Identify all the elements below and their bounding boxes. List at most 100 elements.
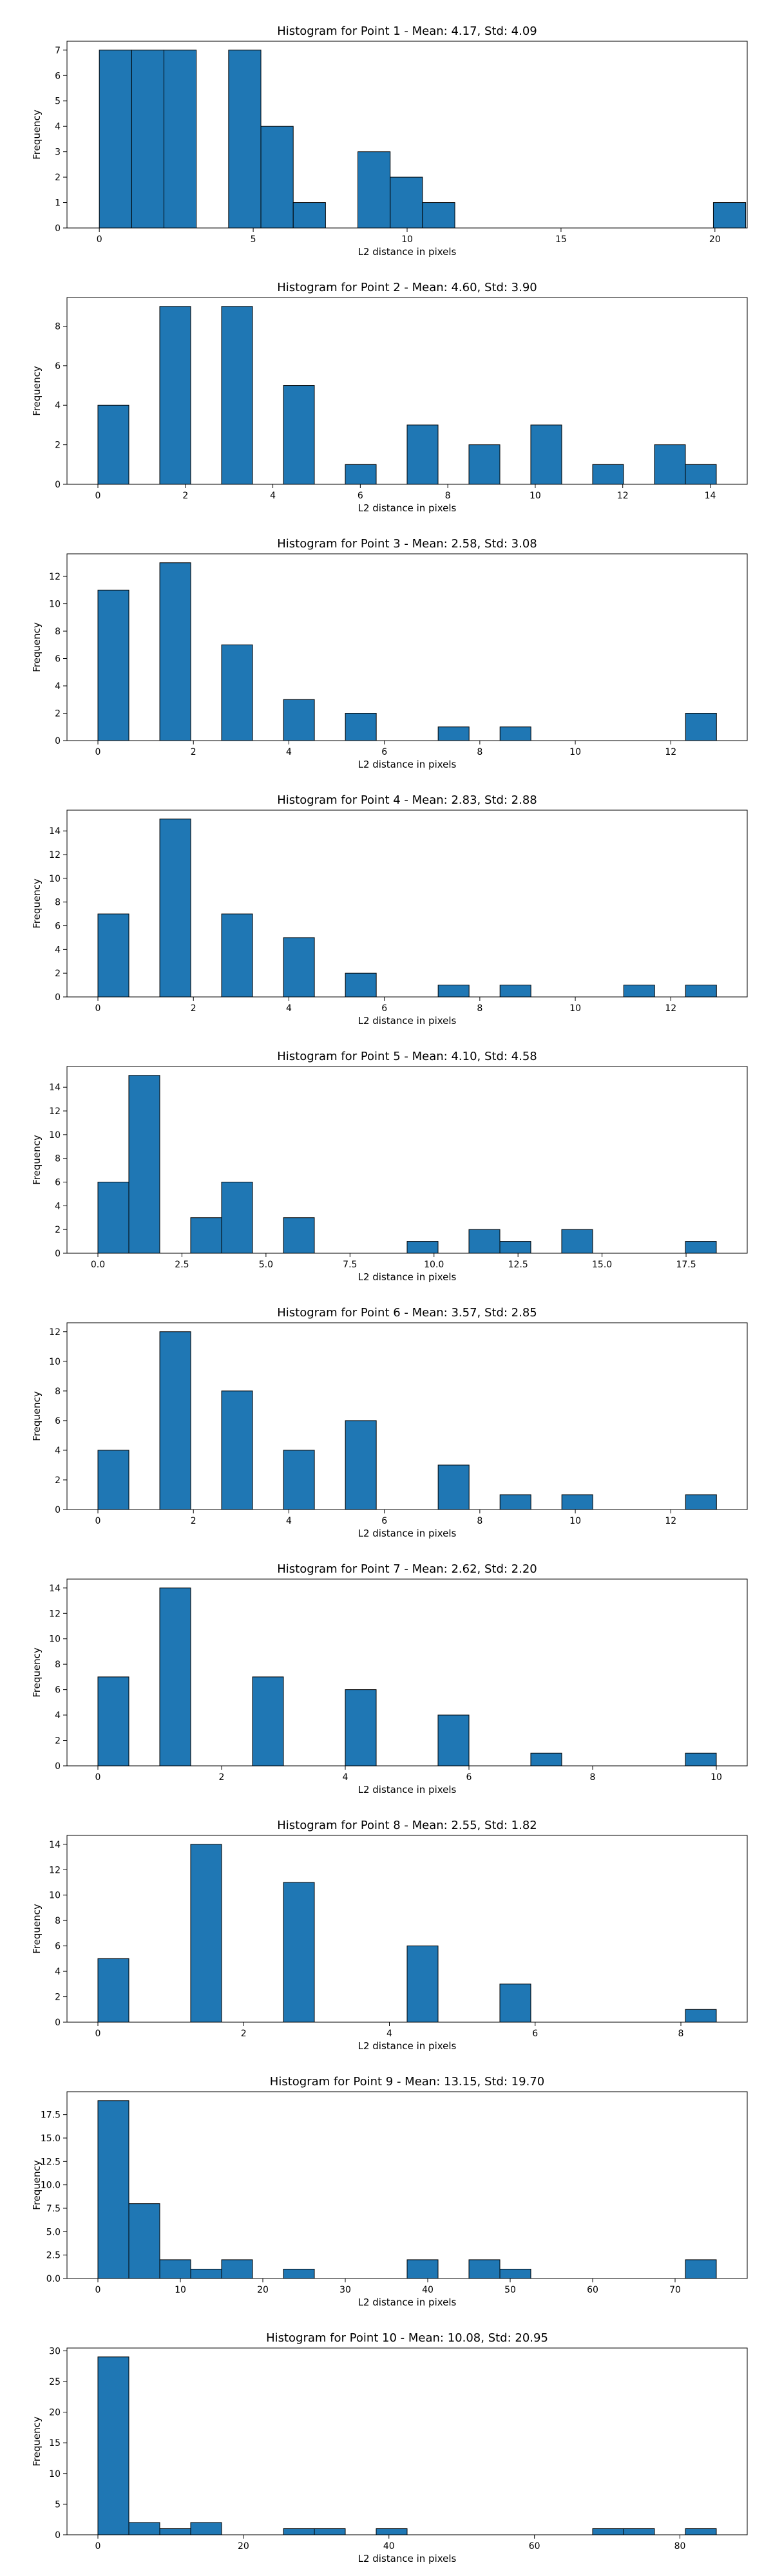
x-tick-label: 8 (678, 2029, 684, 2039)
histogram-bar (159, 2528, 191, 2535)
y-tick-label: 0 (55, 1761, 61, 1772)
x-tick-label: 10 (569, 1516, 581, 1526)
x-tick-label: 20 (257, 2285, 269, 2295)
subplot-4: Histogram for Point 4 - Mean: 2.83, Std:… (31, 793, 748, 1027)
histogram-bar (283, 1217, 315, 1254)
y-tick-label: 10 (49, 2469, 61, 2479)
y-tick-label: 6 (55, 361, 61, 372)
x-tick-label: 12 (617, 491, 629, 501)
histogram-bar (260, 126, 294, 229)
y-tick-label: 0 (55, 480, 61, 490)
histogram-bar (97, 1450, 129, 1510)
y-tick-label: 6 (55, 1942, 61, 1952)
y-axis-label: Frequency (31, 109, 43, 160)
histogram-bar (283, 937, 315, 998)
axes-frame (66, 810, 748, 998)
histogram-bar (422, 202, 455, 229)
y-tick-label: 12 (49, 850, 61, 860)
histogram-bar (685, 2528, 717, 2535)
y-axis-label: Frequency (31, 1135, 43, 1185)
x-tick-label: 10 (711, 1772, 722, 1783)
histogram-bar (221, 1390, 253, 1510)
chart-title: Histogram for Point 5 - Mean: 4.10, Std:… (277, 1050, 537, 1063)
histogram-bar (468, 1229, 501, 1254)
histogram-bar (406, 2259, 439, 2279)
x-tick-label: 2 (182, 491, 188, 501)
histogram-bar (685, 713, 717, 741)
histogram-bar (390, 176, 423, 229)
y-tick-label: 14 (49, 1584, 61, 1594)
subplot-6: Histogram for Point 6 - Mean: 3.57, Std:… (31, 1306, 748, 1539)
histogram-bar (97, 1676, 129, 1766)
x-axis-label: L2 distance in pixels (358, 1015, 457, 1027)
x-tick-label: 4 (343, 1772, 348, 1783)
histogram-bar (561, 1229, 593, 1254)
x-tick-label: 15.0 (592, 1260, 612, 1270)
y-tick-label: 7.5 (46, 2204, 61, 2214)
histogram-bar (437, 1714, 470, 1766)
histogram-bar (499, 1241, 531, 1254)
histogram-bar (159, 306, 191, 485)
x-tick-label: 4 (286, 747, 292, 757)
axes-frame (66, 1066, 748, 1254)
histogram-bar (190, 2268, 222, 2279)
x-axis-label: L2 distance in pixels (358, 1271, 457, 1283)
x-tick-label: 0 (95, 1003, 101, 1014)
x-tick-label: 50 (504, 2285, 516, 2295)
histogram-bar (314, 2528, 346, 2535)
chart-title: Histogram for Point 6 - Mean: 3.57, Std:… (277, 1306, 537, 1320)
histogram-bar (468, 2259, 501, 2279)
x-tick-label: 2.5 (175, 1260, 189, 1270)
y-tick-label: 10.0 (41, 2181, 61, 2191)
histogram-bar (685, 985, 717, 998)
y-tick-label: 14 (49, 1083, 61, 1093)
x-tick-label: 0 (95, 1772, 101, 1783)
y-tick-label: 10 (49, 1891, 61, 1901)
y-tick-label: 5 (55, 97, 61, 107)
y-tick-label: 20 (49, 2408, 61, 2418)
subplot-8: Histogram for Point 8 - Mean: 2.55, Std:… (31, 1819, 748, 2052)
y-tick-label: 4 (55, 401, 61, 411)
histogram-bar (159, 2259, 191, 2279)
x-tick-label: 4 (286, 1516, 292, 1526)
x-tick-label: 20 (238, 2541, 249, 2552)
y-tick-label: 12 (49, 1327, 61, 1338)
x-axis-label: L2 distance in pixels (358, 246, 457, 258)
y-tick-label: 0.0 (46, 2274, 61, 2284)
histogram-bar (685, 1241, 717, 1254)
x-tick-label: 0 (97, 234, 102, 245)
x-axis-label: L2 distance in pixels (358, 1528, 457, 1539)
histogram-bar (190, 1217, 222, 1254)
y-axis-label: Frequency (31, 878, 43, 929)
x-tick-label: 12 (665, 1516, 676, 1526)
x-tick-label: 60 (587, 2285, 598, 2295)
x-tick-label: 4 (270, 491, 276, 501)
x-tick-label: 2 (191, 1516, 196, 1526)
axes-frame (66, 2091, 748, 2279)
y-tick-label: 0 (55, 736, 61, 746)
x-tick-label: 4 (286, 1003, 292, 1014)
histogram-bar (292, 202, 326, 229)
y-tick-label: 2 (55, 1736, 61, 1747)
chart-title: Histogram for Point 7 - Mean: 2.62, Std:… (277, 1562, 537, 1576)
x-tick-label: 0 (95, 747, 101, 757)
y-tick-label: 2 (55, 1993, 61, 2003)
y-tick-label: 30 (49, 2346, 61, 2356)
y-tick-label: 25 (49, 2377, 61, 2387)
histogram-bar (97, 2100, 129, 2279)
histogram-bar (159, 1331, 191, 1510)
x-tick-label: 8 (477, 1003, 482, 1014)
histogram-bar (221, 306, 253, 485)
x-tick-label: 6 (466, 1772, 472, 1783)
x-tick-label: 8 (477, 1516, 482, 1526)
histogram-bar (97, 2356, 129, 2535)
x-tick-label: 0.0 (91, 1260, 105, 1270)
axes-frame (66, 1578, 748, 1766)
y-tick-label: 2 (55, 1475, 61, 1486)
histogram-bar (128, 2522, 160, 2535)
histogram-bar (97, 913, 129, 998)
x-tick-label: 15 (555, 234, 567, 245)
histogram-bar (221, 644, 253, 741)
histogram-bar (345, 713, 377, 741)
